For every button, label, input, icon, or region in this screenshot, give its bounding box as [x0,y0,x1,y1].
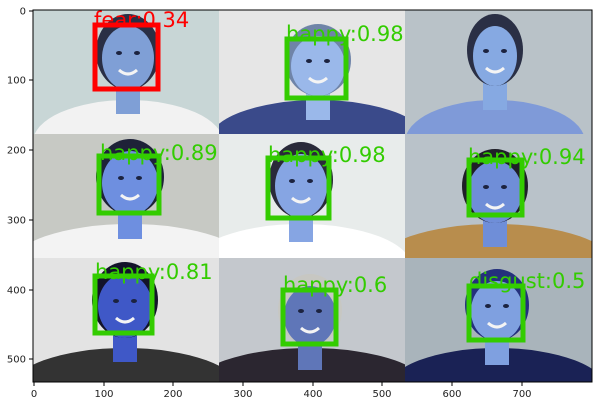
eye-shape [316,309,322,313]
detection-label: happy:0.81 [95,260,213,284]
x-tick-label: 200 [163,389,182,400]
eye-shape [118,176,124,180]
eye-shape [483,49,489,53]
eye-shape [116,51,122,55]
y-axis: 0 100 200 300 400 500 [7,7,33,366]
detection-label: happy:0.98 [268,143,386,167]
eye-shape [306,59,312,63]
y-tick-label: 200 [7,146,26,157]
x-tick-label: 0 [31,389,37,400]
x-axis: 0 100 200 300 400 500 600 700 [31,382,532,400]
eye-shape [134,51,140,55]
detection-label: happy:0.94 [468,145,586,169]
eye-shape [136,176,142,180]
eye-shape [289,179,295,183]
eye-shape [113,299,119,303]
eye-shape [503,304,509,308]
x-tick-label: 500 [372,389,391,400]
x-tick-label: 600 [442,389,461,400]
detection-label: fear:0.34 [94,8,189,32]
eye-shape [483,185,489,189]
eye-shape [307,179,313,183]
y-tick-label: 400 [7,286,26,297]
y-tick-label: 100 [7,76,26,87]
eye-shape [298,309,304,313]
x-tick-label: 100 [94,389,113,400]
x-tick-label: 400 [303,389,322,400]
y-tick-label: 500 [7,355,26,366]
x-tick-label: 300 [233,389,252,400]
detection-label: happy:0.6 [283,273,387,297]
eye-shape [501,49,507,53]
eye-shape [501,185,507,189]
face-shape [102,26,154,90]
x-tick-label: 700 [512,389,531,400]
eye-shape [485,304,491,308]
face-shape [473,26,517,86]
eye-shape [324,59,330,63]
detection-label: happy:0.89 [100,141,218,165]
y-tick-label: 300 [7,216,26,227]
y-tick-label: 0 [20,7,26,18]
detection-label: disgust:0.5 [469,269,585,293]
eye-shape [131,299,137,303]
detection-label: happy:0.98 [286,22,404,46]
